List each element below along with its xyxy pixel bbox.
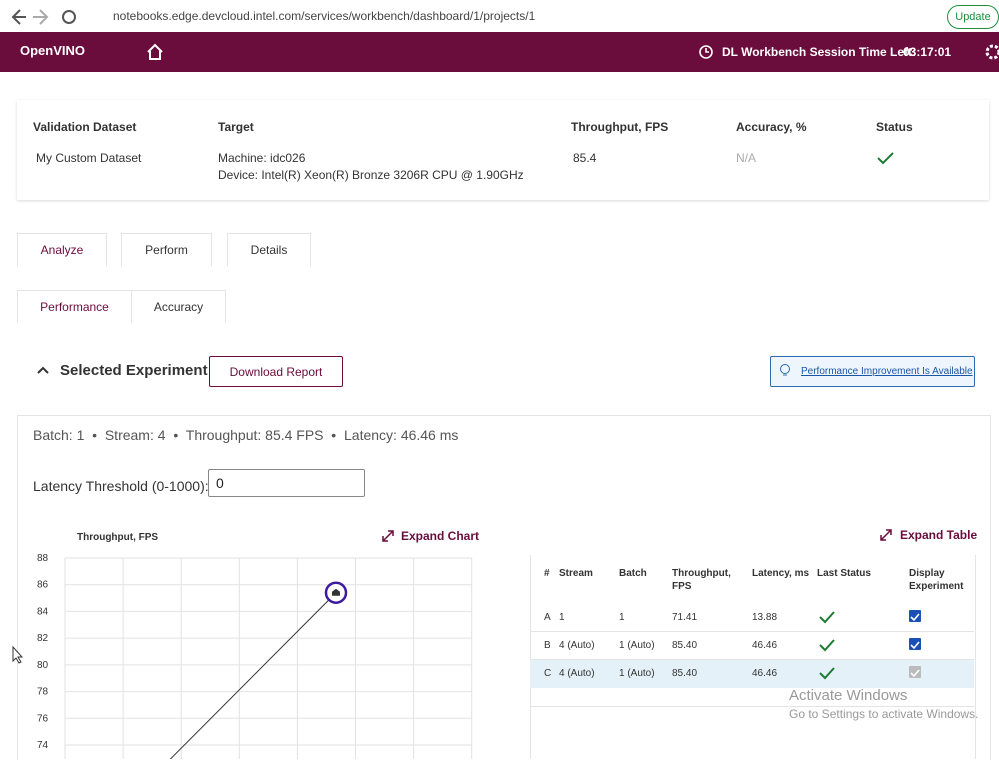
chart: Throughput, FPS 74 76 78 80 82 84 86 88 [37,532,473,759]
y-tick-label: 88 [37,553,49,564]
display-checkbox[interactable] [909,666,921,678]
row-divider [530,631,974,632]
subtab[interactable]: Performance [17,290,132,323]
table-cell: 46.46 [752,640,778,651]
threshold-label: Latency Threshold (0-1000): [33,478,209,494]
table-cell: 71.41 [672,612,698,623]
y-tick-label: 74 [37,740,49,751]
table-header: Throughput, FPS [672,568,731,592]
last-status [819,666,835,685]
stat: Batch: 1 [33,427,85,443]
panel [17,415,991,760]
y-tick-label: 80 [37,660,49,671]
row-divider [530,659,974,660]
url[interactable]: notebooks.edge.devcloud.intel.com/servic… [113,9,536,23]
home-icon[interactable] [146,43,164,61]
table-cell: B [544,640,551,651]
last-status [819,610,835,629]
machine: Machine: idc026 [218,151,306,165]
expand-icon[interactable] [382,530,394,542]
summary-card [17,100,989,200]
stat: Stream: 4 [104,427,166,443]
session-time: 03:17:01 [903,45,952,59]
last-status [819,638,835,657]
display-checkbox[interactable] [909,638,921,650]
collapse-icon[interactable] [36,364,50,376]
table-cell: 85.40 [672,640,698,651]
row-divider [530,706,974,707]
session-label: DL Workbench Session Time Left: [722,45,917,59]
tab[interactable]: Details [227,233,311,266]
y-tick-label: 76 [37,713,49,724]
threshold-input[interactable]: 0 [208,469,365,497]
table-header: Stream [559,568,593,579]
download-button[interactable]: Download Report [209,356,343,387]
table-cell: 4 (Auto) [559,668,595,679]
display-checkbox[interactable] [909,610,921,622]
dataset: My Custom Dataset [36,151,142,165]
summary-header: Accuracy, % [736,120,807,134]
section-title: Selected Experiment [60,362,208,379]
results-table [530,555,976,759]
point-icon [331,588,340,596]
table-header: Batch [619,568,647,579]
summary-header: Status [876,120,913,134]
tip-box [770,356,975,387]
logo[interactable]: OpenVINO [20,43,86,58]
table-header: Display Experiment [909,568,964,592]
cursor [12,646,24,664]
table-cell: 1 (Auto) [619,668,655,679]
update-button[interactable]: Update [947,5,999,29]
chart-title: Throughput, FPS [77,532,158,543]
accuracy: N/A [736,151,757,165]
table-header: Latency, ms [752,568,810,579]
table-cell: A [544,612,551,623]
table-header: # [544,568,550,579]
bulb-icon [780,364,790,376]
table-cell: 1 (Auto) [619,640,655,651]
table-cell: 46.46 [752,668,778,679]
table-cell: 4 (Auto) [559,640,595,651]
nav-icons [11,9,76,25]
y-tick-label: 78 [37,687,49,698]
stats: Batch: 1 • Stream: 4 • Throughput: 85.4 … [33,427,459,443]
tip-link[interactable]: Performance Improvement Is Available [801,366,973,377]
row-highlight [530,660,974,688]
table-cell: 1 [559,612,565,623]
expand-table[interactable]: Expand Table [900,528,978,542]
app-header [0,32,999,72]
line [169,592,337,759]
subtab[interactable]: Accuracy [131,290,226,323]
expand-chart[interactable]: Expand Chart [401,529,480,543]
summary-header: Validation Dataset [33,120,137,134]
watermark-title: Activate Windows [789,687,908,704]
status-check [877,152,894,165]
tab[interactable]: Perform [121,233,212,266]
table-cell: 1 [619,612,625,623]
table-cell: C [544,668,552,679]
y-tick-label: 84 [37,606,49,617]
settings-icon[interactable] [984,43,999,61]
throughput: 85.4 [573,151,597,165]
watermark-text: Go to Settings to activate Windows. [789,707,979,721]
clock-icon [699,45,713,59]
device: Device: Intel(R) Xeon(R) Bronze 3206R CP… [218,168,524,182]
stat: Throughput: 85.4 FPS [185,427,324,443]
tab[interactable]: Analyze [17,233,107,266]
summary-header: Throughput, FPS [571,120,669,134]
table-cell: 85.40 [672,668,698,679]
table-header: Last Status [817,568,871,579]
expand-icon[interactable] [880,529,892,541]
y-tick-label: 82 [37,633,49,644]
stat: Latency: 46.46 ms [344,427,459,443]
summary-header: Target [218,120,254,134]
y-tick-label: 86 [37,580,49,591]
table-cell: 13.88 [752,612,778,623]
